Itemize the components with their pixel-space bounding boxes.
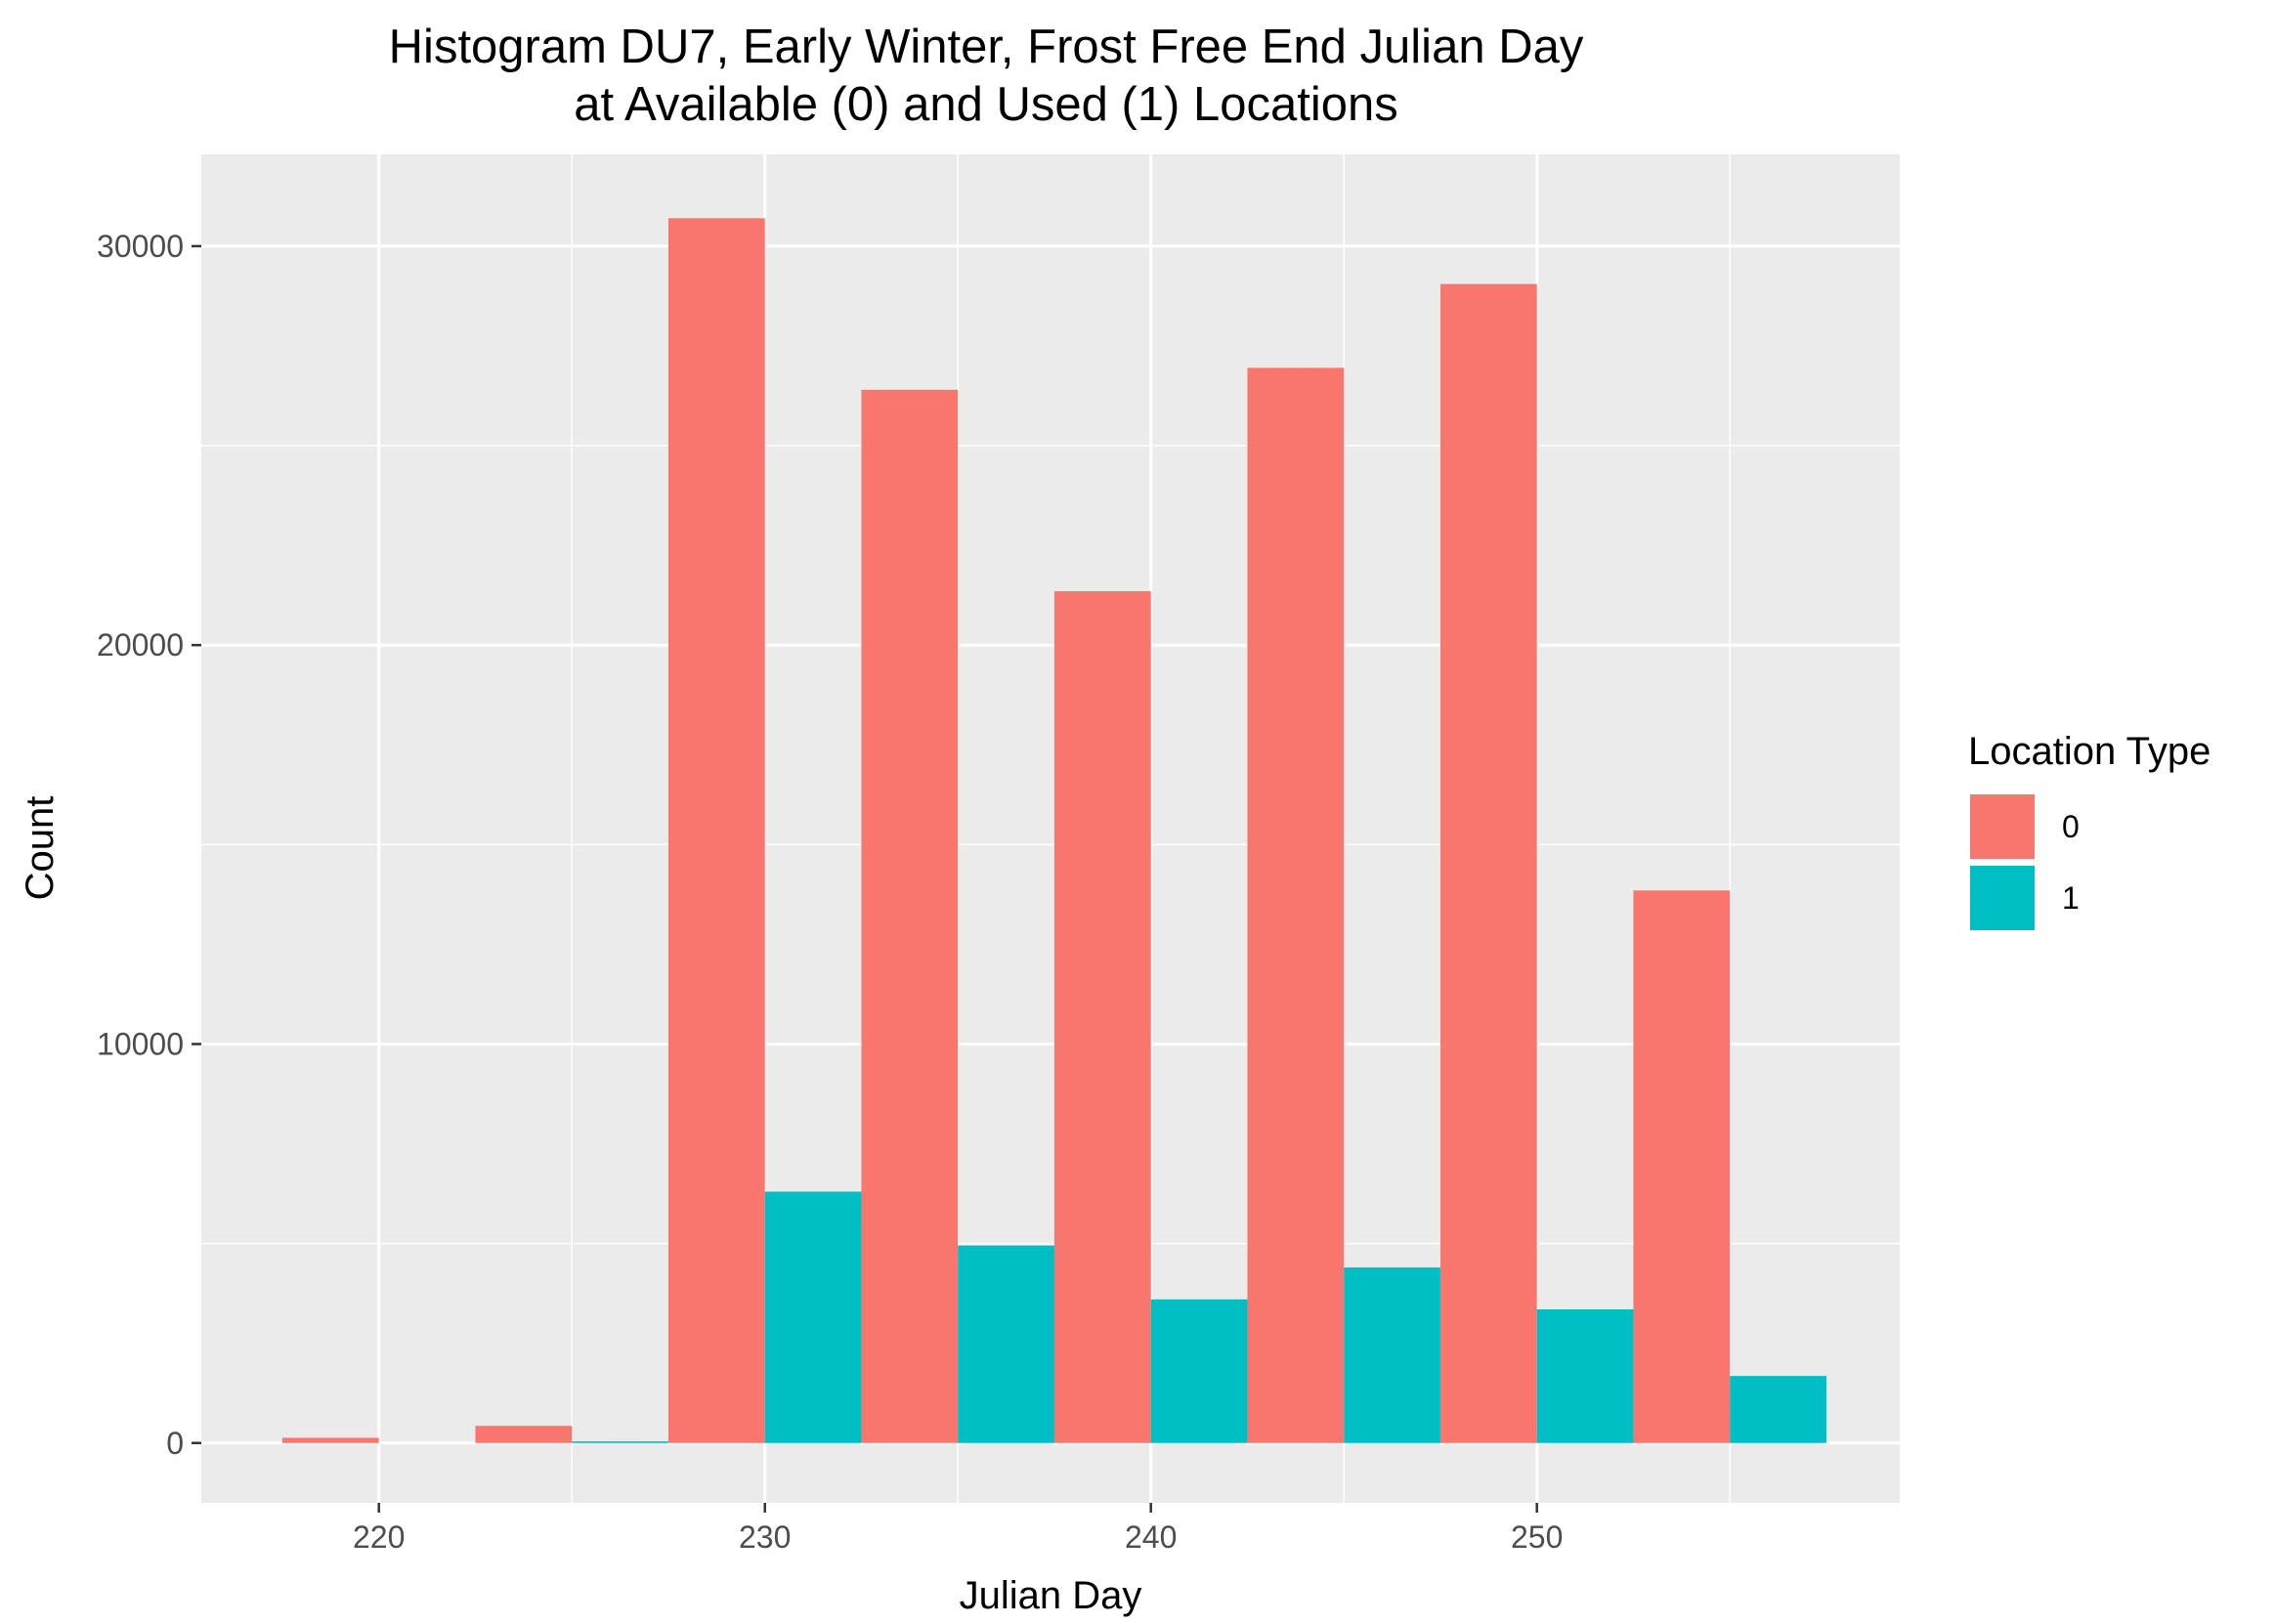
bar-series-1-bin-245 — [1344, 1267, 1440, 1443]
x-tick-label: 250 — [1511, 1519, 1563, 1555]
y-tick-label: 20000 — [97, 627, 184, 662]
bar-series-0-bin-225 — [475, 1426, 573, 1443]
bars — [281, 218, 1826, 1443]
legend-swatch-1 — [1970, 866, 2035, 930]
x-tick-label: 230 — [739, 1519, 791, 1555]
legend-item-0: 0 — [1970, 794, 2080, 859]
legend: Location Type 0 1 — [1968, 730, 2211, 930]
bar-series-0-bin-235 — [861, 389, 959, 1443]
y-tick-label: 10000 — [97, 1026, 184, 1061]
bar-series-1-bin-255 — [1730, 1376, 1826, 1443]
x-tick-label: 240 — [1125, 1519, 1177, 1555]
chart-subtitle: at Available (0) and Used (1) Locations — [574, 78, 1397, 131]
legend-label-0: 0 — [2062, 809, 2080, 844]
bar-series-0-bin-255 — [1633, 890, 1731, 1443]
legend-title: Location Type — [1968, 730, 2211, 773]
x-tick-label: 220 — [353, 1519, 405, 1555]
y-axis: 0 10000 20000 30000 — [97, 229, 201, 1461]
legend-swatch-0 — [1970, 794, 2035, 859]
y-axis-title: Count — [19, 796, 62, 901]
bar-series-0-bin-245 — [1247, 367, 1345, 1443]
bar-series-1-bin-235 — [958, 1245, 1054, 1443]
legend-item-1: 1 — [1970, 866, 2080, 930]
x-axis-title: Julian Day — [960, 1574, 1142, 1617]
bar-series-0-bin-240 — [1053, 591, 1151, 1443]
bar-series-1-bin-240 — [1150, 1299, 1248, 1443]
bar-series-1-bin-250 — [1536, 1308, 1634, 1443]
bar-series-1-bin-230 — [764, 1191, 862, 1443]
bar-series-0-bin-230 — [667, 218, 765, 1443]
legend-label-1: 1 — [2062, 880, 2080, 916]
chart-title: Histogram DU7, Early Winter, Frost Free … — [389, 21, 1584, 73]
y-tick-label: 30000 — [97, 229, 184, 264]
bar-series-0-bin-220 — [281, 1437, 379, 1443]
bar-series-1-bin-225 — [572, 1441, 668, 1443]
x-axis: 220 230 240 250 — [353, 1503, 1563, 1555]
bar-series-0-bin-250 — [1439, 283, 1537, 1443]
y-tick-label: 0 — [166, 1426, 184, 1461]
